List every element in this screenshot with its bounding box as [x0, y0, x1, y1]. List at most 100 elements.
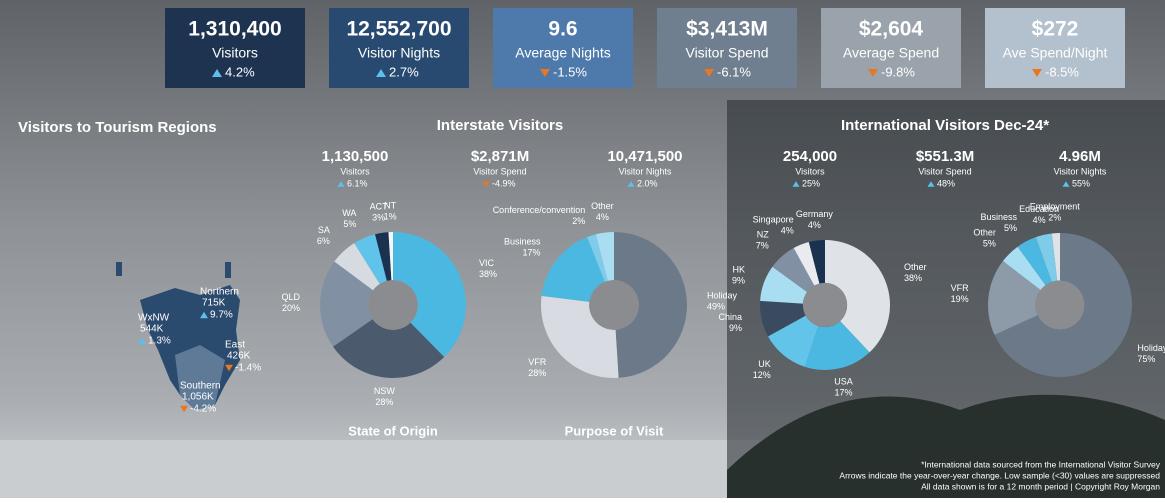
slice-category: Singapore — [753, 214, 794, 224]
slice-category: NT — [384, 200, 396, 210]
slice-label: 28% — [528, 368, 546, 378]
kpi-value: $3,413M — [686, 18, 768, 41]
region-value: 426K — [227, 351, 251, 362]
stat-label: Visitor Spend — [918, 166, 971, 176]
slice-label: 4% — [1033, 215, 1046, 225]
slice-category: China — [719, 312, 743, 322]
slice-category: Employment — [1030, 202, 1081, 212]
stat-change: 55% — [1072, 178, 1090, 188]
slice-category: UK — [758, 359, 771, 369]
slice-category: QLD — [281, 292, 300, 302]
slice-label: 12% — [753, 370, 771, 380]
region-change: 9.7% — [210, 310, 233, 321]
kpi-label: Visitors — [212, 45, 258, 61]
slice-category: VIC — [479, 258, 495, 268]
kpi-change: -6.1% — [717, 64, 751, 79]
chart-title: State of Origin — [348, 423, 438, 438]
stat-change: -4.9% — [492, 178, 516, 188]
slice-label: 2% — [1048, 213, 1061, 223]
slice-label: 5% — [983, 238, 996, 248]
slice-category: HK — [733, 265, 746, 275]
stat-change: 48% — [937, 178, 955, 188]
kpi-change: 4.2% — [225, 64, 255, 79]
kpi-label: Ave Spend/Night — [1003, 45, 1108, 61]
region-change: 1.3% — [148, 336, 171, 347]
slice-category: NSW — [374, 386, 396, 396]
slice-category: Other — [591, 201, 614, 211]
slice-category: WA — [342, 208, 356, 218]
kpi-label: Visitor Spend — [685, 45, 768, 61]
donut-center — [1036, 281, 1085, 330]
slice-category: Business — [981, 212, 1018, 222]
slice-category: SA — [318, 225, 330, 235]
slice-label: 4% — [596, 212, 609, 222]
footnote: *International data sourced from the Int… — [921, 459, 1161, 469]
footnote: Arrows indicate the year-over-year chang… — [839, 470, 1160, 480]
kpi-change: -1.5% — [553, 64, 587, 79]
island — [116, 262, 122, 276]
slice-label: 9% — [732, 276, 745, 286]
stat-change: 2.0% — [637, 178, 658, 188]
slice-label: 28% — [375, 397, 393, 407]
stat-value: 254,000 — [783, 148, 837, 165]
kpi-value: $2,604 — [859, 18, 924, 41]
slice-label: 38% — [479, 269, 497, 279]
kpi-change: 2.7% — [389, 64, 419, 79]
region-change: -4.2% — [190, 404, 216, 415]
slice-label: 4% — [808, 220, 821, 230]
region-name: East — [225, 340, 245, 351]
kpi-value: 12,552,700 — [346, 18, 451, 41]
slice-label: 75% — [1137, 354, 1155, 364]
kpi-value: $272 — [1032, 18, 1079, 41]
donut-center — [803, 283, 847, 327]
slice-label: 7% — [756, 241, 769, 251]
kpi-value: 9.6 — [548, 18, 577, 41]
stat-label: Visitors — [795, 166, 825, 176]
stat-label: Visitor Nights — [619, 166, 672, 176]
region-name: Northern — [200, 287, 239, 298]
kpi-label: Average Nights — [515, 45, 610, 61]
region-change: -1.4% — [235, 363, 261, 374]
slice-label: 2% — [572, 216, 585, 226]
slice-category: Business — [504, 236, 541, 246]
slice-category: Conference/convention — [493, 205, 586, 215]
footnote: All data shown is for a 12 month period … — [921, 481, 1160, 491]
slice-category: USA — [834, 376, 853, 386]
slice-category: NZ — [757, 230, 769, 240]
kpi-change: -9.8% — [881, 64, 915, 79]
slice-label: 19% — [951, 294, 969, 304]
island — [225, 262, 231, 278]
stat-label: Visitor Spend — [473, 166, 526, 176]
region-value: 1,056K — [182, 392, 214, 403]
region-value: 715K — [202, 298, 226, 309]
stat-value: $551.3M — [916, 148, 974, 165]
kpi-value: 1,310,400 — [188, 18, 281, 41]
slice-label: 9% — [729, 323, 742, 333]
slice-category: Holiday — [707, 290, 738, 300]
slice-category: Holiday — [1137, 343, 1165, 353]
region-value: 544K — [140, 324, 164, 335]
stat-value: 10,471,500 — [607, 148, 682, 165]
region-name: Southern — [180, 381, 221, 392]
kpi-label: Visitor Nights — [358, 45, 440, 61]
slice-label: 1% — [384, 211, 397, 221]
stat-value: $2,871M — [471, 148, 529, 165]
stat-value: 4.96M — [1059, 148, 1101, 165]
dashboard: Visitors to Tourism Regions Interstate V… — [0, 0, 1165, 498]
slice-label: 5% — [1004, 223, 1017, 233]
slice-label: 17% — [835, 387, 853, 397]
interstate-title: Interstate Visitors — [437, 117, 563, 134]
region-name: WxNW — [138, 313, 170, 324]
stat-value: 1,130,500 — [322, 148, 389, 165]
map-title: Visitors to Tourism Regions — [18, 119, 217, 136]
slice-category: VFR — [528, 357, 547, 367]
slice-label: 5% — [343, 219, 356, 229]
slice-category: Germany — [796, 209, 834, 219]
kpi-label: Average Spend — [843, 45, 939, 61]
donut-center — [589, 280, 639, 330]
slice-category: VFR — [951, 283, 970, 293]
slice-category: Other — [904, 262, 927, 272]
slice-label: 20% — [282, 303, 300, 313]
kpi-change: -8.5% — [1045, 64, 1079, 79]
slice-label: 4% — [781, 225, 794, 235]
